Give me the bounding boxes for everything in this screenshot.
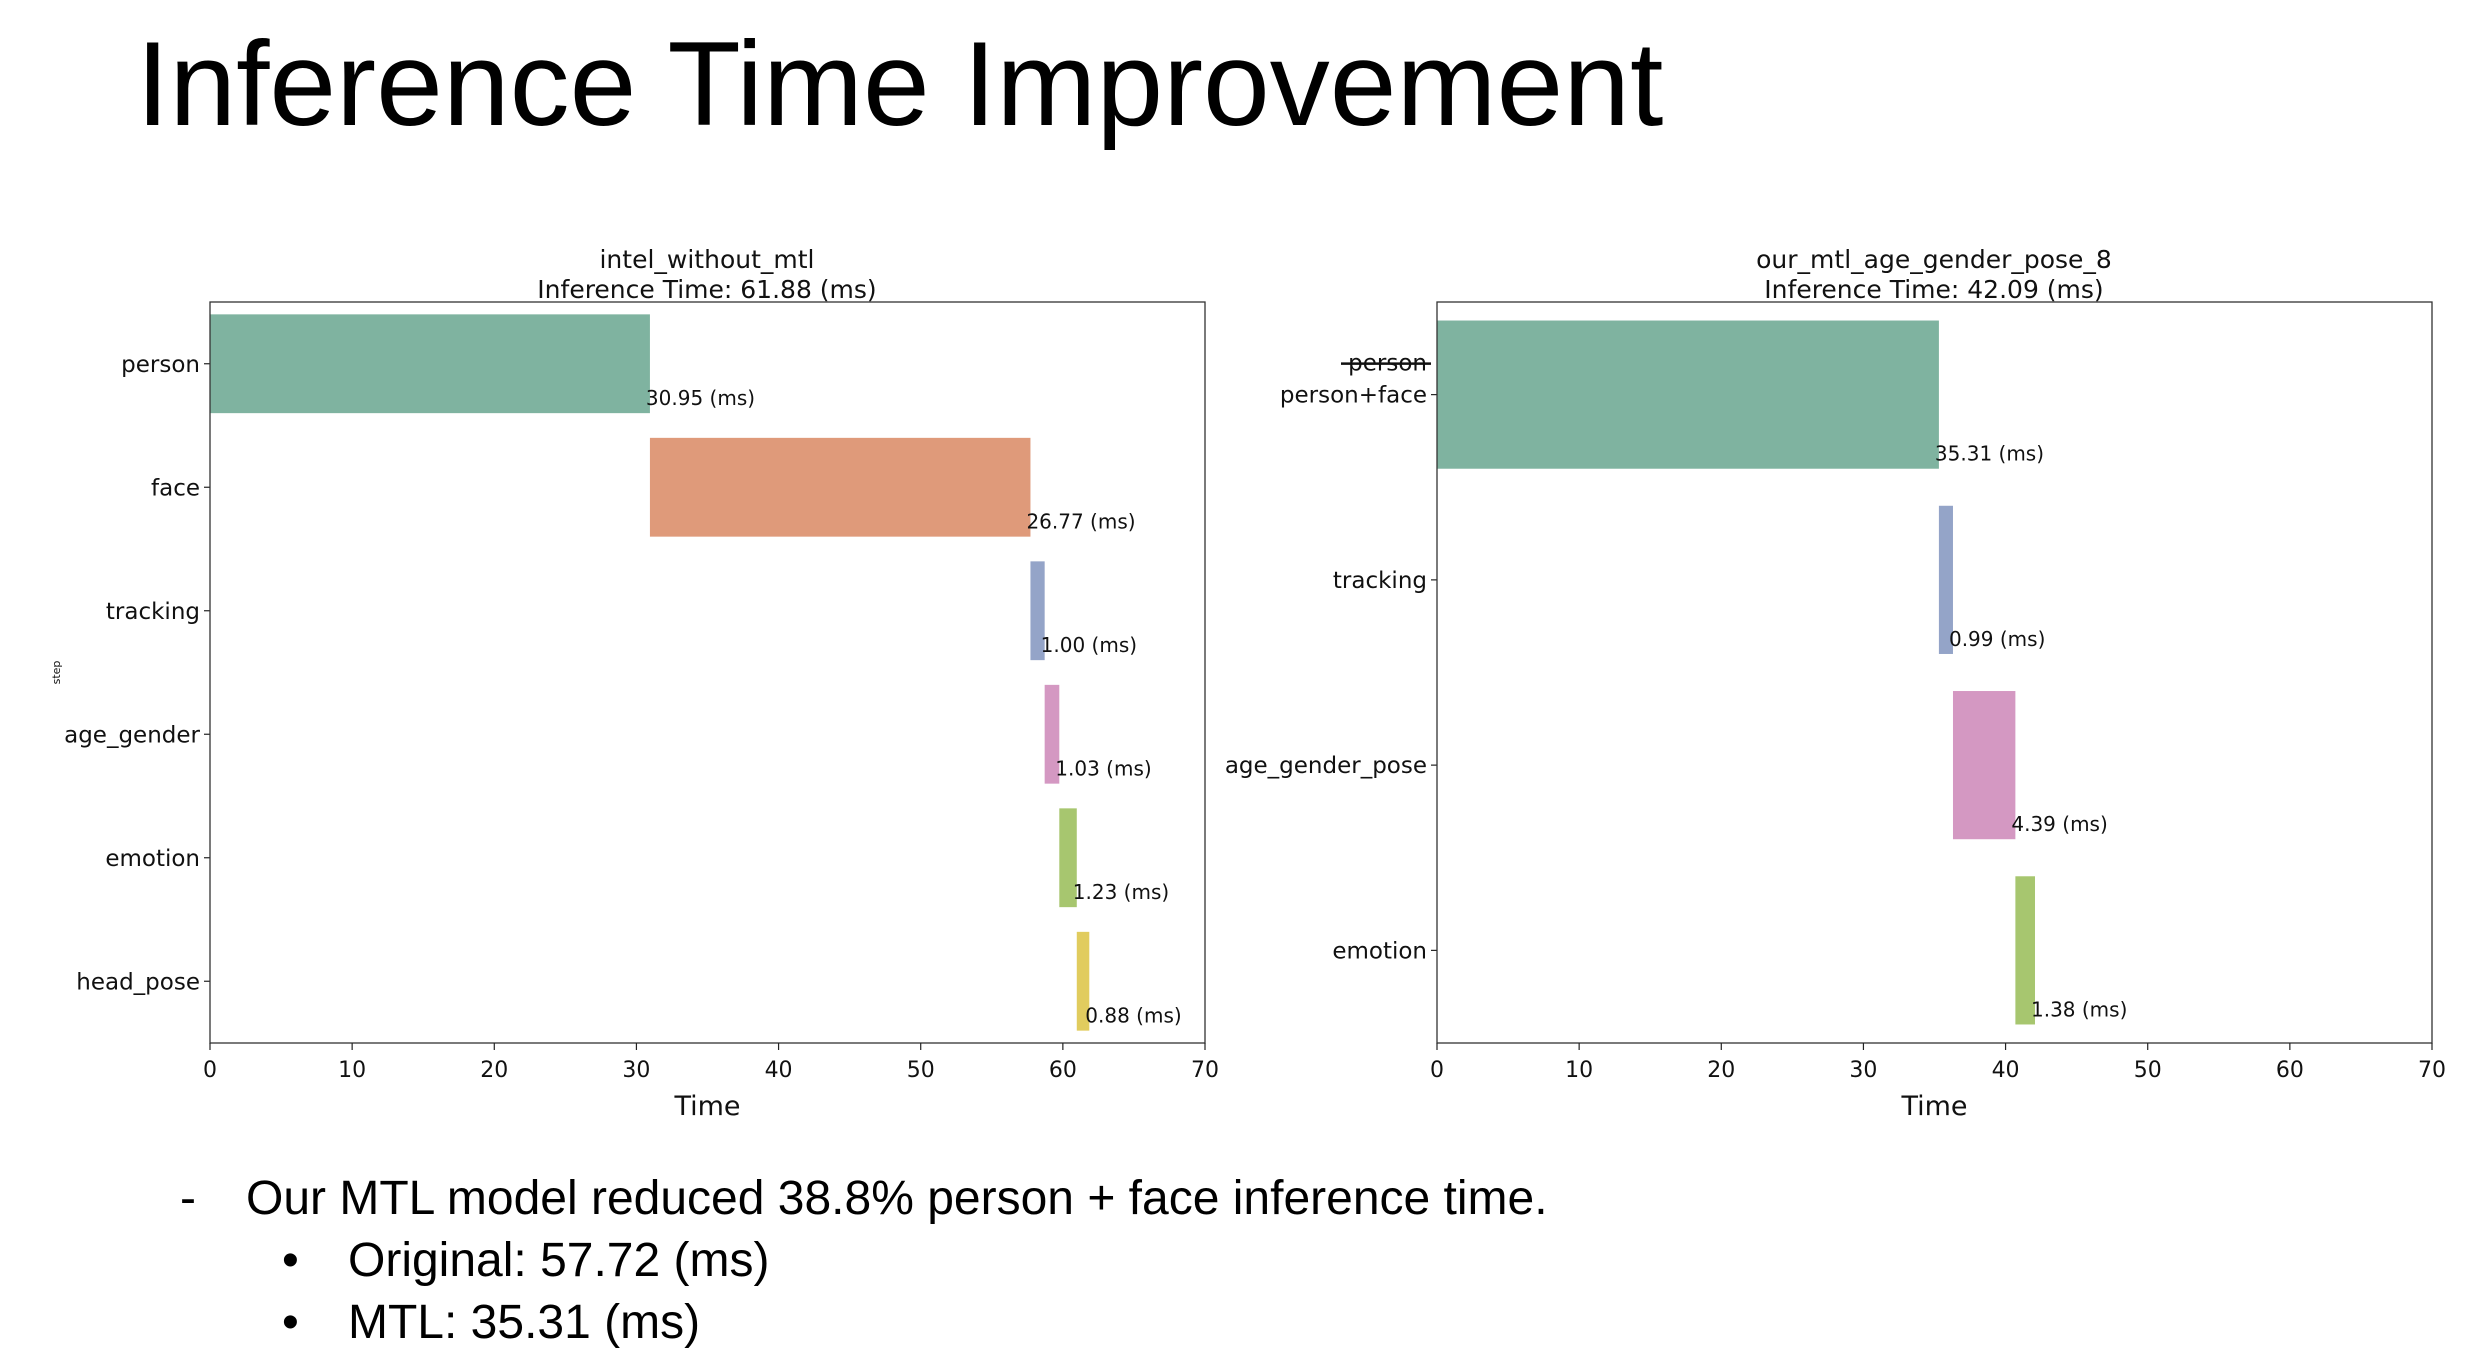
bar-value-label: 26.77 (ms) — [1026, 510, 1135, 534]
bullet-dot-icon: • — [282, 1234, 299, 1287]
x-tick-label: 40 — [765, 1058, 793, 1083]
x-tick-label: 10 — [338, 1058, 366, 1083]
x-tick-label: 60 — [2276, 1058, 2304, 1083]
bar-value-label: 1.03 (ms) — [1055, 757, 1151, 781]
axes-frame — [209, 301, 1206, 1044]
x-tick-label: 0 — [203, 1058, 217, 1083]
x-tick-label: 50 — [2134, 1058, 2162, 1083]
x-tick-label: 70 — [2418, 1058, 2446, 1083]
y-tick-label: tracking — [106, 599, 200, 625]
bullet-sub-original: • Original: 57.72 (ms) — [282, 1230, 1548, 1292]
y-axis-label: step — [50, 661, 63, 685]
x-tick-label: 40 — [1992, 1058, 2020, 1083]
x-tick-label: 70 — [1191, 1058, 1219, 1083]
bar-person+face — [1437, 320, 1939, 469]
x-tick-label: 30 — [622, 1058, 650, 1083]
y-tick-label: emotion — [1332, 938, 1427, 964]
slide-title: Inference Time Improvement — [136, 17, 1664, 151]
bar-value-label: 4.39 (ms) — [2011, 812, 2107, 836]
y-tick-label: age_gender_pose — [1225, 753, 1427, 779]
y-tick-label: person+face — [1280, 383, 1427, 409]
bullet-main: - Our MTL model reduced 38.8% person + f… — [180, 1168, 1548, 1230]
x-tick-label: 20 — [1707, 1058, 1735, 1083]
bullet-sub-mtl-text: MTL: 35.31 (ms) — [348, 1296, 701, 1349]
bar-value-label: 0.88 (ms) — [1085, 1004, 1181, 1028]
y-tick-label: person — [121, 352, 200, 378]
bar-value-label: 1.38 (ms) — [2031, 997, 2127, 1021]
bullet-list: - Our MTL model reduced 38.8% person + f… — [180, 1168, 1548, 1354]
y-tick-label: face — [151, 475, 200, 501]
x-tick-label: 10 — [1565, 1058, 1593, 1083]
bar-emotion — [2015, 876, 2035, 1025]
bar-value-label: 30.95 (ms) — [646, 386, 755, 410]
chart-subtitle: Inference Time: 42.09 (ms) — [1764, 275, 2103, 304]
x-axis-label: Time — [673, 1091, 740, 1122]
y-tick-label: tracking — [1333, 568, 1427, 594]
x-tick-label: 0 — [1430, 1058, 1444, 1083]
x-tick-label: 20 — [480, 1058, 508, 1083]
y-tick-label: age_gender — [64, 722, 200, 748]
bar-tracking — [1030, 561, 1045, 661]
x-axis-label: Time — [1900, 1091, 1967, 1122]
bar-tracking — [1938, 505, 1953, 654]
bar-head_pose — [1076, 931, 1090, 1031]
dash-marker: - — [180, 1172, 196, 1225]
bar-value-label: 1.23 (ms) — [1073, 880, 1169, 904]
bullet-sub-original-text: Original: 57.72 (ms) — [348, 1234, 770, 1287]
bar-emotion — [1059, 808, 1077, 908]
chart-subtitle: Inference Time: 61.88 (ms) — [537, 275, 876, 304]
bar-value-label: 35.31 (ms) — [1935, 442, 2044, 466]
chart-title: our_mtl_age_gender_pose_8 — [1756, 245, 2112, 274]
y-tick-label: head_pose — [76, 969, 200, 995]
bullet-main-text: Our MTL model reduced 38.8% person + fac… — [246, 1172, 1548, 1225]
bar-age_gender_pose — [1952, 691, 2016, 840]
axes-frame — [1436, 301, 2433, 1044]
x-tick-label: 30 — [1849, 1058, 1877, 1083]
bar-person — [210, 314, 650, 414]
x-tick-label: 50 — [907, 1058, 935, 1083]
bullet-dot-icon: • — [282, 1296, 299, 1349]
bar-value-label: 0.99 (ms) — [1949, 627, 2045, 651]
chart-title: intel_without_mtl — [599, 245, 814, 274]
bar-value-label: 1.00 (ms) — [1041, 633, 1137, 657]
bar-age_gender — [1044, 684, 1060, 784]
bar-face — [649, 437, 1031, 537]
x-tick-label: 60 — [1049, 1058, 1077, 1083]
y-tick-label: emotion — [105, 846, 200, 872]
bullet-sub-mtl: • MTL: 35.31 (ms) — [282, 1292, 1548, 1354]
